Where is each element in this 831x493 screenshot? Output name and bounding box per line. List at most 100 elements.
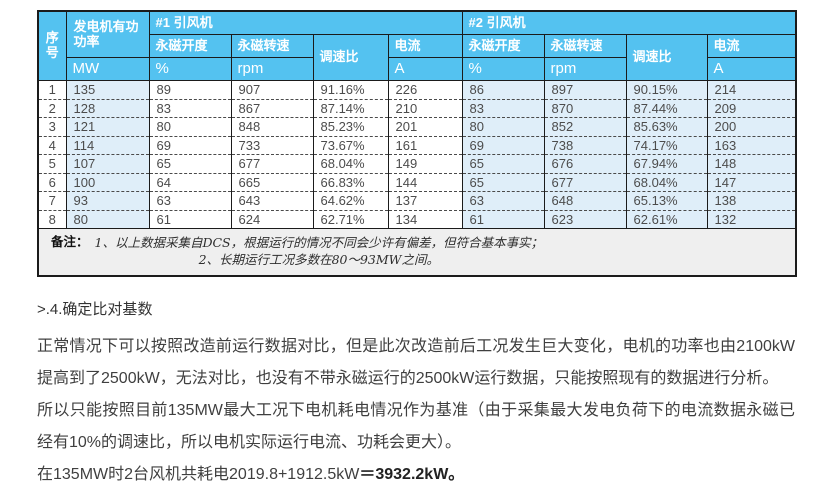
cell-f2-speed: 852	[543, 117, 627, 137]
notes-text: 1、以上数据采集自DCS，根据运行的情况不同会少许有偏差，但符合基本事实； 2、…	[95, 234, 544, 268]
paragraph-total-consumption: 在135MW时2台风机共耗电2019.8+1912.5kW＝3932.2kW。	[37, 459, 795, 491]
cell-f1-ratio: 66.83%	[312, 173, 389, 192]
header-f2-current-unit: A	[706, 57, 797, 81]
cell-f1-speed: 624	[230, 210, 314, 229]
cell-f1-opening: 65	[148, 154, 232, 174]
cell-f2-current: 138	[706, 191, 797, 211]
cell-f1-speed: 848	[230, 117, 314, 137]
header-f2-ratio: 调速比	[625, 34, 708, 81]
notes-label: 备注：	[51, 235, 89, 249]
cell-row-no: 8	[37, 210, 67, 229]
cell-f2-current: 148	[706, 154, 797, 174]
cell-f1-current: 161	[387, 136, 463, 155]
table-body: 1 135 89 907 91.16% 226 86 897 90.15% 21…	[37, 80, 797, 277]
cell-f2-opening: 65	[461, 154, 545, 174]
cell-f1-speed: 733	[230, 136, 314, 155]
cell-f2-opening: 63	[461, 191, 545, 211]
cell-power-mw: 135	[65, 80, 150, 100]
header-f1-opening: 永磁开度	[148, 34, 232, 58]
cell-f2-opening: 69	[461, 136, 545, 155]
cell-f2-ratio: 68.04%	[625, 173, 708, 192]
cell-f1-current: 210	[387, 99, 463, 118]
cell-f1-opening: 89	[148, 80, 232, 100]
cell-f1-ratio: 85.23%	[312, 117, 389, 137]
consumption-total-bold: ＝3932.2kW。	[359, 466, 465, 483]
paragraph-comparison-problem: 正常情况下可以按照改造前运行数据对比，但是此次改造前后工况发生巨大变化，电机的功…	[37, 338, 795, 387]
cell-f2-speed: 870	[543, 99, 627, 118]
cell-row-no: 4	[37, 136, 67, 155]
cell-f2-current: 132	[706, 210, 797, 229]
cell-f2-opening: 83	[461, 99, 545, 118]
notes: 备注： 1、以上数据采集自DCS，根据运行的情况不同会少许有偏差，但符合基本事实…	[51, 234, 787, 268]
cell-f2-current: 163	[706, 136, 797, 155]
table-row: 1 135 89 907 91.16% 226 86 897 90.15% 21…	[37, 80, 797, 100]
notes-cell: 备注： 1、以上数据采集自DCS，根据运行的情况不同会少许有偏差，但符合基本事实…	[38, 228, 797, 277]
cell-f1-ratio: 73.67%	[312, 136, 389, 155]
cell-power-mw: 100	[65, 173, 150, 192]
header-generator-power: 发电机有功功率	[65, 10, 150, 58]
cell-f2-speed: 738	[543, 136, 627, 155]
cell-f2-current: 209	[706, 99, 797, 118]
cell-f2-current: 200	[706, 117, 797, 137]
cell-f2-opening: 80	[461, 117, 545, 137]
fan-performance-table: 序号 发电机有功功率 #1 引风机 #2 引风机 永磁开度 永磁转速 调速比 电…	[37, 10, 798, 277]
header-f1-speed-unit: rpm	[230, 57, 314, 81]
notes-line-1: 1、以上数据采集自DCS，根据运行的情况不同会少许有偏差，但符合基本事实；	[94, 235, 544, 250]
header-f1-speed: 永磁转速	[230, 34, 314, 58]
cell-f2-opening: 65	[461, 173, 545, 192]
table-row: 2 128 83 867 87.14% 210 83 870 87.44% 20…	[37, 99, 797, 118]
paragraph-baseline-choice: 所以只能按照目前135MW最大工况下电机耗电情况作为基准（由于采集最大发电负荷下…	[37, 402, 795, 451]
cell-f1-current: 137	[387, 191, 463, 211]
cell-f2-opening: 61	[461, 210, 545, 229]
cell-f2-speed: 897	[543, 80, 627, 100]
cell-f1-current: 226	[387, 80, 463, 100]
cell-row-no: 1	[37, 80, 67, 100]
cell-f2-current: 214	[706, 80, 797, 100]
cell-f1-speed: 867	[230, 99, 314, 118]
cell-power-mw: 128	[65, 99, 150, 118]
cell-f1-current: 201	[387, 117, 463, 137]
cell-f1-opening: 64	[148, 173, 232, 192]
cell-power-mw: 114	[65, 136, 150, 155]
cell-f2-ratio: 67.94%	[625, 154, 708, 174]
cell-f1-ratio: 91.16%	[312, 80, 389, 100]
cell-f1-current: 134	[387, 210, 463, 229]
cell-f1-ratio: 68.04%	[312, 154, 389, 174]
cell-row-no: 2	[37, 99, 67, 118]
table-row: 8 80 61 624 62.71% 134 61 623 62.61% 132	[37, 210, 797, 229]
header-f1-opening-unit: %	[148, 57, 232, 81]
cell-f1-current: 144	[387, 173, 463, 192]
cell-f1-opening: 63	[148, 191, 232, 211]
cell-f1-opening: 61	[148, 210, 232, 229]
header-f1-current: 电流	[387, 34, 463, 58]
table-row: 3 121 80 848 85.23% 201 80 852 85.63% 20…	[37, 117, 797, 137]
table-row: 5 107 65 677 68.04% 149 65 676 67.94% 14…	[37, 154, 797, 174]
consumption-text: 在135MW时2台风机共耗电2019.8+1912.5kW	[37, 466, 360, 483]
cell-f2-current: 147	[706, 173, 797, 192]
header-fan1-title: #1 引风机	[148, 10, 463, 35]
header-f2-current: 电流	[706, 34, 797, 58]
cell-power-mw: 107	[65, 154, 150, 174]
cell-row-no: 5	[37, 154, 67, 174]
header-f2-opening: 永磁开度	[461, 34, 545, 58]
cell-f1-current: 149	[387, 154, 463, 174]
cell-f2-speed: 677	[543, 173, 627, 192]
cell-f1-speed: 677	[230, 154, 314, 174]
cell-f2-opening: 86	[461, 80, 545, 100]
cell-f1-ratio: 64.62%	[312, 191, 389, 211]
header-power-unit: MW	[65, 57, 150, 81]
cell-f2-speed: 623	[543, 210, 627, 229]
table-notes-row: 备注： 1、以上数据采集自DCS，根据运行的情况不同会少许有偏差，但符合基本事实…	[38, 228, 797, 277]
table-header: 序号 发电机有功功率 #1 引风机 #2 引风机 永磁开度 永磁转速 调速比 电…	[37, 10, 797, 81]
notes-line-2: 2、长期运行工况多数在80～93MW之间。	[198, 252, 440, 267]
cell-f2-speed: 648	[543, 191, 627, 211]
header-f2-speed: 永磁转速	[543, 34, 627, 58]
cell-f1-speed: 907	[230, 80, 314, 100]
table-row: 6 100 64 665 66.83% 144 65 677 68.04% 14…	[37, 173, 797, 192]
cell-row-no: 3	[37, 117, 67, 137]
cell-f2-ratio: 87.44%	[625, 99, 708, 118]
cell-power-mw: 121	[65, 117, 150, 137]
table-row: 7 93 63 643 64.62% 137 63 648 65.13% 138	[37, 191, 797, 211]
header-fan2-title: #2 引风机	[461, 10, 797, 35]
